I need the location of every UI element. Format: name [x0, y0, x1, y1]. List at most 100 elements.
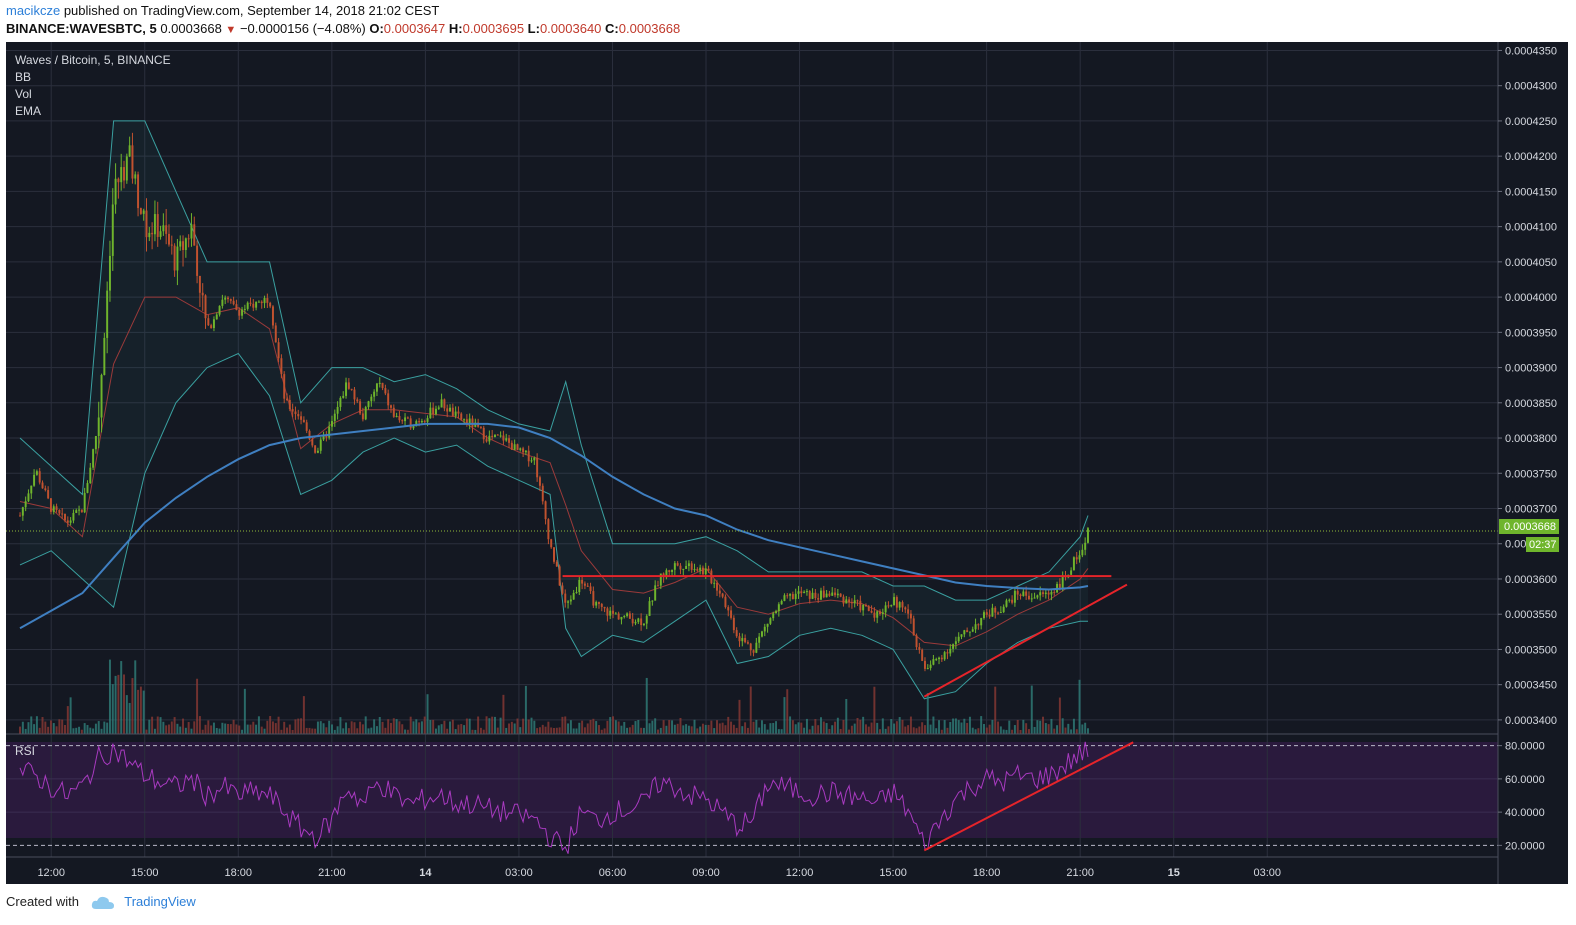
volume-bar — [505, 727, 508, 734]
volume-bar — [370, 727, 373, 734]
volume-bar — [1033, 726, 1036, 734]
legend-rsi[interactable]: RSI — [15, 744, 35, 758]
volume-bar — [420, 721, 423, 734]
candle-body — [263, 298, 266, 304]
low-label: L: — [527, 21, 540, 36]
candle-body — [600, 603, 603, 607]
volume-bar — [876, 722, 879, 734]
volume-bar — [196, 678, 199, 734]
volume-bar — [426, 694, 429, 734]
legend-bb[interactable]: BB — [15, 70, 31, 84]
candle-body — [218, 305, 221, 315]
volume-bar — [215, 727, 218, 734]
volume-bar — [238, 725, 241, 734]
volume-bar — [651, 720, 654, 734]
volume-bar — [339, 717, 342, 734]
volume-bar — [336, 726, 339, 734]
volume-bar — [800, 722, 803, 734]
volume-bar — [845, 698, 848, 734]
candle-body — [980, 618, 983, 626]
candle-body — [437, 407, 440, 409]
volume-bar — [1075, 729, 1078, 734]
volume-bar — [356, 728, 359, 734]
volume-bar — [940, 729, 943, 734]
candle-body — [204, 295, 207, 319]
time-tick-label: 21:00 — [1066, 867, 1094, 879]
volume-bar — [769, 723, 772, 734]
author-link[interactable]: macikcze — [6, 3, 61, 18]
volume-bar — [100, 728, 103, 734]
rsi-polyline — [19, 741, 1089, 854]
rsi-tick-label: 80.0000 — [1505, 741, 1545, 753]
candle-body — [72, 512, 75, 521]
volume-bar — [361, 724, 364, 734]
volume-bar — [943, 720, 946, 734]
volume-bar — [384, 727, 387, 734]
price-axis[interactable]: 0.0004350 0.0004300 0.0004250 0.0004200 0.00… — [1498, 45, 1557, 727]
candle-body — [760, 631, 763, 637]
volume-bar — [527, 719, 530, 734]
price-tick-label: 0.0003500 — [1505, 644, 1557, 656]
candle-body — [1011, 599, 1014, 603]
volume-bar — [968, 716, 971, 734]
volume-bar — [519, 727, 522, 734]
candle-body — [1036, 595, 1039, 598]
candle-body — [952, 644, 955, 649]
volume-bar — [561, 716, 564, 734]
volume-bar — [856, 718, 859, 734]
volume-bar — [572, 728, 575, 734]
candle-body — [814, 592, 817, 599]
rsi-trendline[interactable] — [923, 741, 1134, 852]
time-tick-label: 15 — [1168, 867, 1180, 879]
candle-body — [454, 411, 457, 416]
volume-bar — [524, 685, 527, 734]
legend-ema[interactable]: EMA — [15, 104, 41, 118]
volume-bar — [907, 725, 910, 734]
volume-bar — [634, 721, 637, 734]
volume-bar — [749, 686, 752, 734]
volume-bar — [134, 660, 137, 734]
candle-body — [44, 488, 47, 491]
rsi-axis[interactable]: 80.0000 60.0000 40.0000 20.0000 — [1498, 741, 1545, 853]
candle-body — [440, 399, 443, 408]
volume-bar — [277, 716, 280, 734]
price-chart[interactable]: 0.0004350 0.0004300 0.0004250 0.0004200 0.00… — [6, 42, 1568, 884]
volume-bar — [946, 727, 949, 734]
open-value: 0.0003647 — [383, 21, 446, 36]
volume-bar — [530, 717, 533, 734]
volume-bar — [915, 728, 918, 734]
volume-bar — [1030, 685, 1033, 734]
volume-bar — [148, 719, 151, 734]
candle-body — [665, 570, 668, 578]
volume-bar — [243, 688, 246, 734]
volume-bar — [482, 729, 485, 734]
tradingview-brand-link[interactable]: TradingView — [124, 894, 196, 909]
candle-body — [61, 513, 64, 515]
volume-bar — [626, 727, 629, 734]
volume-bar — [1036, 720, 1039, 734]
candle-body — [839, 593, 842, 597]
support-trendline[interactable] — [923, 583, 1128, 698]
trendlines[interactable] — [6, 530, 1498, 852]
candle-body — [724, 596, 727, 608]
volume-bar — [41, 717, 44, 734]
candle-body — [1075, 557, 1078, 560]
volume-bar — [786, 689, 789, 734]
volume-bar — [61, 719, 64, 734]
legend-vol[interactable]: Vol — [15, 87, 32, 101]
bb-basis-line — [19, 296, 1089, 647]
volume-bar — [690, 726, 693, 734]
price-tick-label: 0.0003950 — [1505, 327, 1557, 339]
candle-body — [623, 615, 626, 617]
volume-bar — [730, 721, 733, 734]
volume-bar — [173, 717, 176, 734]
time-axis[interactable]: 12:00 15:00 18:00 21:00 14 03:00 06:00 09:00 12:… — [37, 867, 1281, 879]
volume-bar — [890, 719, 893, 734]
volume-bar — [367, 728, 370, 734]
candle-body — [541, 485, 544, 502]
candle-body — [923, 660, 926, 669]
volume-bar — [35, 716, 38, 734]
candle-body — [876, 611, 879, 618]
volume-bar — [218, 728, 221, 734]
price-tick-label: 0.0003600 — [1505, 574, 1557, 586]
